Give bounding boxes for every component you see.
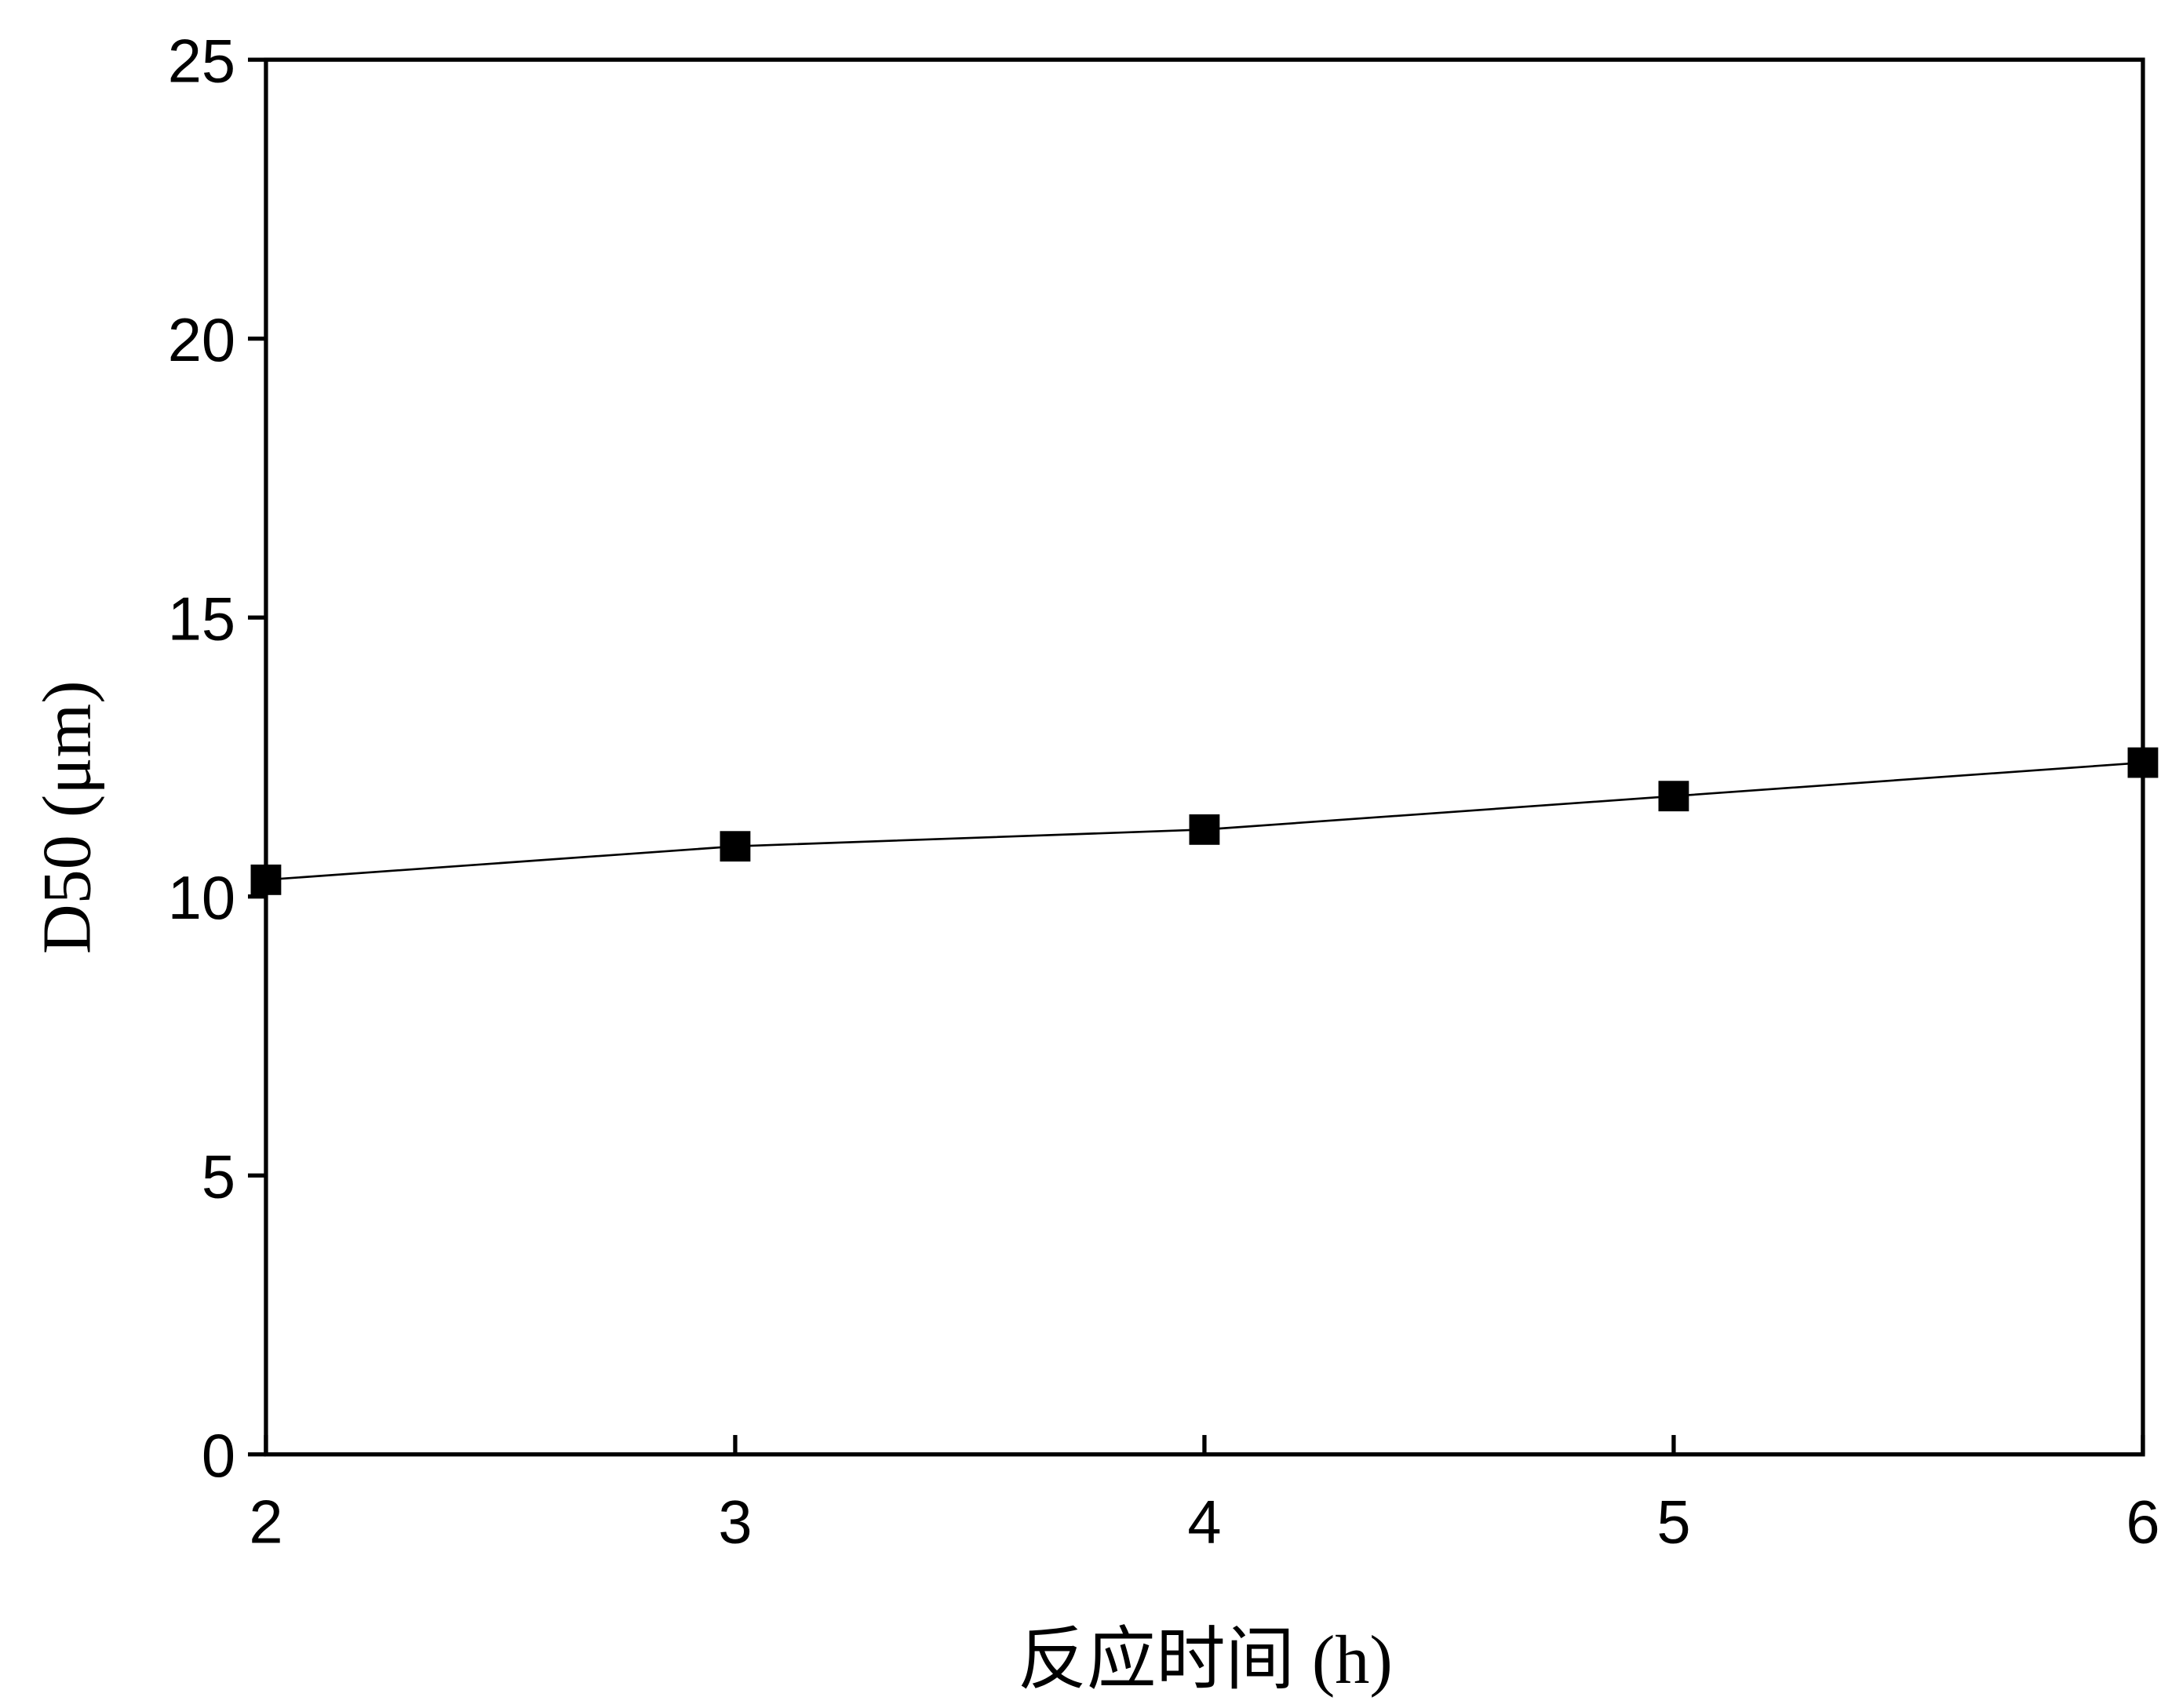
- data-point: [1189, 814, 1220, 845]
- y-tick-label: 0: [202, 1422, 235, 1490]
- data-point: [720, 831, 751, 862]
- data-point: [2127, 747, 2159, 778]
- x-tick-label: 6: [2126, 1489, 2159, 1557]
- data-point: [1658, 781, 1689, 812]
- y-axis-label: D50 (μm): [29, 680, 106, 954]
- plot-frame: [264, 57, 2145, 1457]
- x-tick-label: 4: [1187, 1489, 1221, 1557]
- x-tick-label: 5: [1656, 1489, 1690, 1557]
- y-tick-label: 10: [168, 865, 235, 932]
- x-axis-label: 反应时间 (h): [1018, 1622, 1393, 1699]
- data-point: [250, 864, 282, 895]
- x-tick-label: 2: [249, 1489, 282, 1557]
- y-tick-label: 5: [202, 1143, 235, 1211]
- y-tick-label: 20: [168, 307, 235, 374]
- x-tick-label: 3: [718, 1489, 752, 1557]
- y-tick-label: 15: [168, 585, 235, 653]
- y-tick-label: 25: [168, 27, 235, 95]
